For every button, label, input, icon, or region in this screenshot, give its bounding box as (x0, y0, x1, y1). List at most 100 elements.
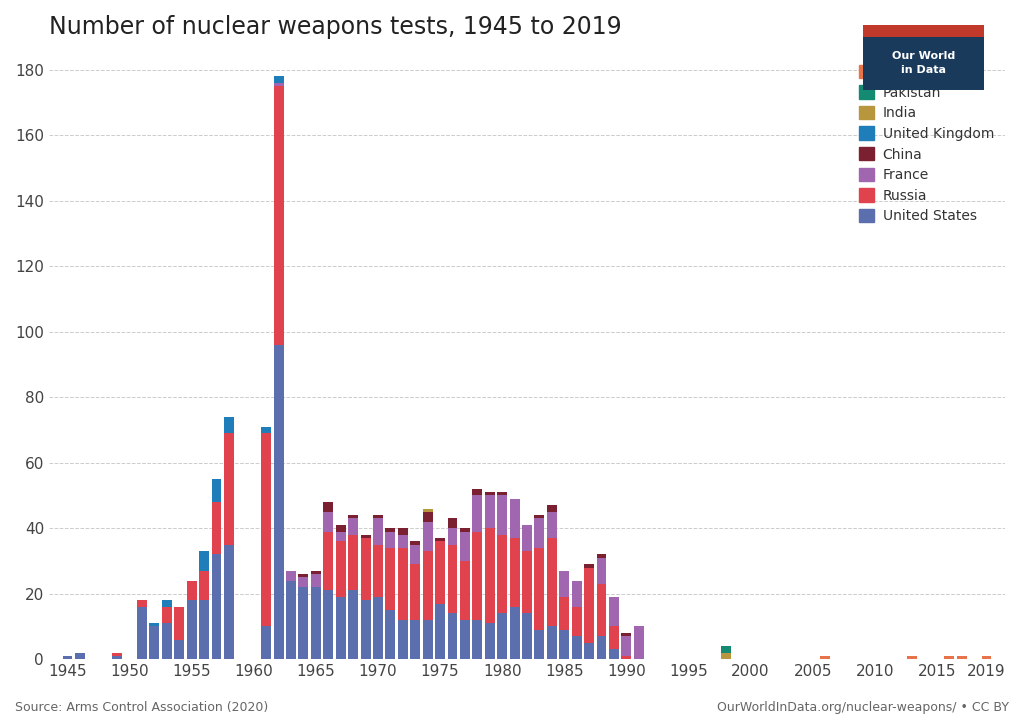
Bar (373, 515, 383, 518)
Bar (547, 505, 557, 512)
Bar (547, 626, 557, 659)
Bar (360, 538, 371, 600)
Bar (398, 529, 408, 535)
Bar (199, 600, 209, 659)
Bar (324, 512, 333, 531)
Bar (609, 597, 618, 626)
Bar (584, 564, 594, 568)
Bar (360, 535, 371, 538)
Bar (460, 561, 470, 620)
Bar (423, 508, 432, 512)
Bar (174, 640, 184, 659)
Bar (484, 529, 495, 623)
Bar (522, 613, 532, 659)
Bar (373, 597, 383, 659)
Bar (324, 502, 333, 512)
Bar (559, 597, 569, 630)
Bar (547, 538, 557, 626)
Bar (584, 643, 594, 659)
Bar (435, 538, 445, 542)
Bar (571, 581, 582, 607)
Bar (212, 502, 221, 555)
Bar (113, 653, 122, 656)
Bar (186, 600, 197, 659)
Bar (535, 630, 545, 659)
Bar (212, 555, 221, 659)
Bar (472, 531, 482, 620)
Bar (348, 591, 358, 659)
Bar (609, 649, 618, 659)
Bar (411, 564, 420, 620)
Bar (907, 656, 916, 659)
Bar (62, 656, 73, 659)
Bar (186, 581, 197, 600)
Bar (721, 653, 731, 659)
Bar (447, 529, 458, 544)
Bar (597, 557, 606, 584)
Bar (298, 578, 308, 587)
Bar (411, 542, 420, 544)
Bar (447, 544, 458, 613)
Bar (261, 626, 271, 659)
Bar (162, 600, 172, 607)
Bar (273, 83, 284, 86)
Bar (336, 542, 346, 597)
Bar (435, 542, 445, 604)
Bar (510, 499, 519, 538)
Bar (484, 623, 495, 659)
Bar (956, 656, 967, 659)
Bar (571, 607, 582, 636)
Bar (498, 613, 507, 659)
Bar (411, 620, 420, 659)
Bar (348, 535, 358, 591)
Bar (944, 656, 954, 659)
Bar (398, 535, 408, 548)
Bar (435, 604, 445, 659)
Bar (609, 626, 618, 649)
Bar (336, 531, 346, 542)
Bar (199, 551, 209, 571)
Bar (460, 531, 470, 561)
FancyBboxPatch shape (863, 25, 984, 37)
Bar (622, 656, 632, 659)
Bar (286, 581, 296, 659)
Bar (199, 571, 209, 600)
Bar (472, 495, 482, 531)
Bar (622, 633, 632, 636)
Bar (113, 656, 122, 659)
Bar (597, 636, 606, 659)
Bar (472, 620, 482, 659)
Bar (336, 525, 346, 531)
Bar (273, 345, 284, 659)
Bar (535, 548, 545, 630)
Bar (162, 607, 172, 623)
Bar (385, 529, 395, 531)
Bar (547, 512, 557, 538)
Bar (261, 433, 271, 626)
Bar (498, 535, 507, 613)
Bar (597, 584, 606, 636)
Bar (411, 544, 420, 564)
Bar (360, 600, 371, 659)
Bar (385, 610, 395, 659)
Bar (273, 86, 284, 345)
Bar (535, 515, 545, 518)
Bar (324, 531, 333, 591)
Bar (298, 587, 308, 659)
Bar (398, 620, 408, 659)
Bar (348, 515, 358, 518)
Bar (423, 512, 432, 522)
Bar (162, 623, 172, 659)
Bar (373, 544, 383, 597)
Bar (447, 613, 458, 659)
Bar (634, 626, 644, 659)
Bar (522, 525, 532, 551)
Bar (336, 597, 346, 659)
Bar (224, 417, 233, 433)
Bar (311, 587, 321, 659)
Bar (174, 607, 184, 640)
Bar (385, 548, 395, 610)
Bar (484, 495, 495, 529)
Bar (224, 433, 233, 544)
Bar (311, 571, 321, 574)
